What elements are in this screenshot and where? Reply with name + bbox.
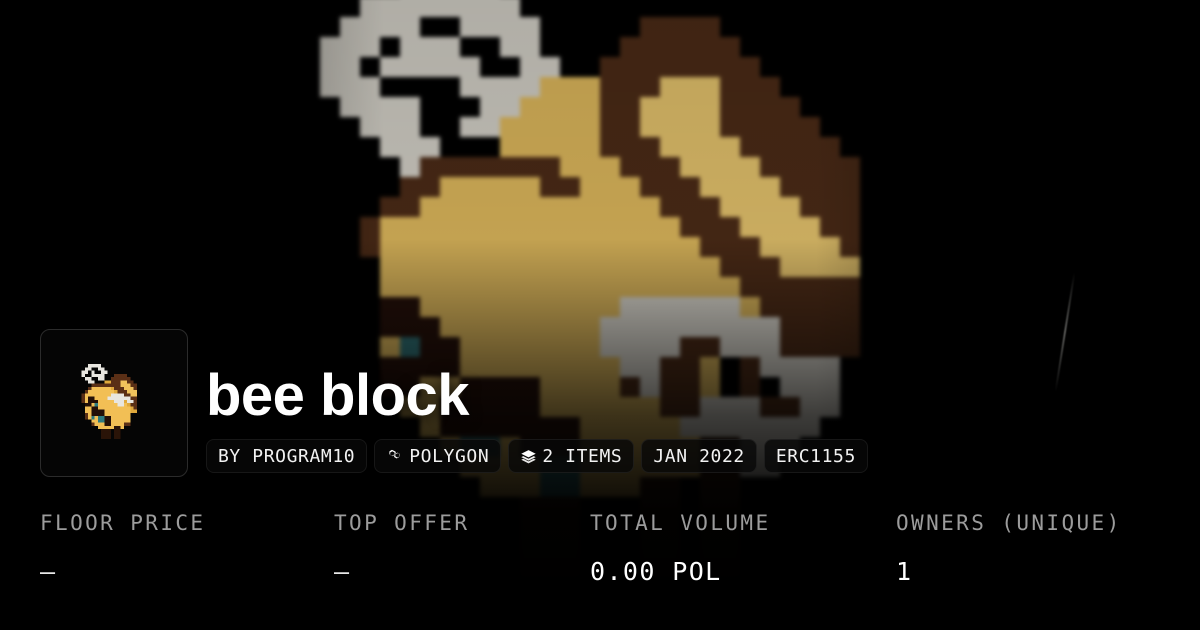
- stat-owners-unique: OWNERS (UNIQUE) 1: [896, 511, 1160, 586]
- collection-avatar[interactable]: [40, 329, 188, 477]
- creator-badge-label: BY PROGRAM10: [218, 445, 356, 467]
- polygon-icon: [386, 447, 404, 465]
- creator-badge[interactable]: BY PROGRAM10: [206, 439, 368, 473]
- avatar-voxel-bee-icon: [62, 351, 166, 455]
- items-badge-label: 2 ITEMS: [542, 445, 623, 467]
- stat-floor-price-value: —: [40, 557, 57, 586]
- stat-total-volume-value: 0.00 POL: [590, 557, 722, 586]
- token-standard-label: ERC1155: [775, 445, 856, 467]
- created-date-badge: JAN 2022: [641, 439, 757, 473]
- collection-stats: FLOOR PRICE — TOP OFFER — TOTAL VOLUME 0…: [40, 511, 1160, 586]
- token-standard-badge: ERC1155: [763, 439, 868, 473]
- stat-top-offer-label: TOP OFFER: [334, 511, 470, 535]
- layers-icon: [520, 448, 537, 465]
- stat-owners-unique-label: OWNERS (UNIQUE): [896, 511, 1122, 535]
- collection-identity-row: bee block BY PROGRAM10 POLYGON: [40, 329, 1160, 477]
- stat-top-offer-value: —: [334, 557, 351, 586]
- collection-metadata-badges: BY PROGRAM10 POLYGON: [206, 439, 868, 473]
- stat-total-volume: TOTAL VOLUME 0.00 POL: [590, 511, 896, 586]
- created-date-label: JAN 2022: [653, 445, 745, 467]
- chain-badge-label: POLYGON: [409, 445, 490, 467]
- page-title: bee block: [206, 362, 470, 428]
- stat-total-volume-label: TOTAL VOLUME: [590, 511, 771, 535]
- stat-floor-price-label: FLOOR PRICE: [40, 511, 206, 535]
- stat-floor-price: FLOOR PRICE —: [40, 511, 334, 586]
- stat-owners-unique-value: 1: [896, 557, 913, 586]
- items-badge[interactable]: 2 ITEMS: [508, 439, 635, 473]
- collection-title-block: bee block BY PROGRAM10 POLYGON: [206, 366, 868, 477]
- stat-top-offer: TOP OFFER —: [334, 511, 590, 586]
- collection-header: bee block BY PROGRAM10 POLYGON: [0, 329, 1200, 630]
- chain-badge[interactable]: POLYGON: [374, 439, 502, 473]
